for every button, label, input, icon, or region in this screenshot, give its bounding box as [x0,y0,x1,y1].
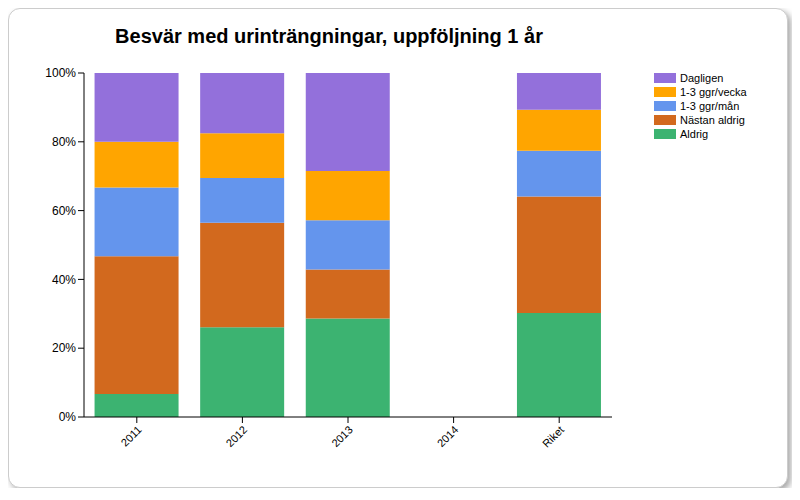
svg-text:2014: 2014 [435,423,461,449]
svg-text:20%: 20% [52,341,76,355]
html-text:Dagligen: Dagligen [680,72,724,84]
html-text:Besvär med urinträngningar, up: Besvär med urinträngningar, uppföljning … [115,25,543,47]
svg-text:100%: 100% [45,66,76,80]
svg-text:2011: 2011 [119,423,144,448]
svg-text:80%: 80% [52,135,76,149]
svg-text:60%: 60% [52,204,76,218]
html-text:Nästan aldrig: Nästan aldrig [680,114,745,126]
svg-text:2013: 2013 [329,423,355,449]
svg-text:Riket: Riket [540,423,566,449]
svg-text:0%: 0% [59,410,77,424]
svg-text:2012: 2012 [224,423,250,449]
html-text:1-3 ggr/vecka: 1-3 ggr/vecka [680,86,747,98]
html-text:1-3 ggr/mån: 1-3 ggr/mån [680,100,740,112]
svg-text:40%: 40% [52,273,76,287]
html-text:Aldrig: Aldrig [680,128,709,140]
